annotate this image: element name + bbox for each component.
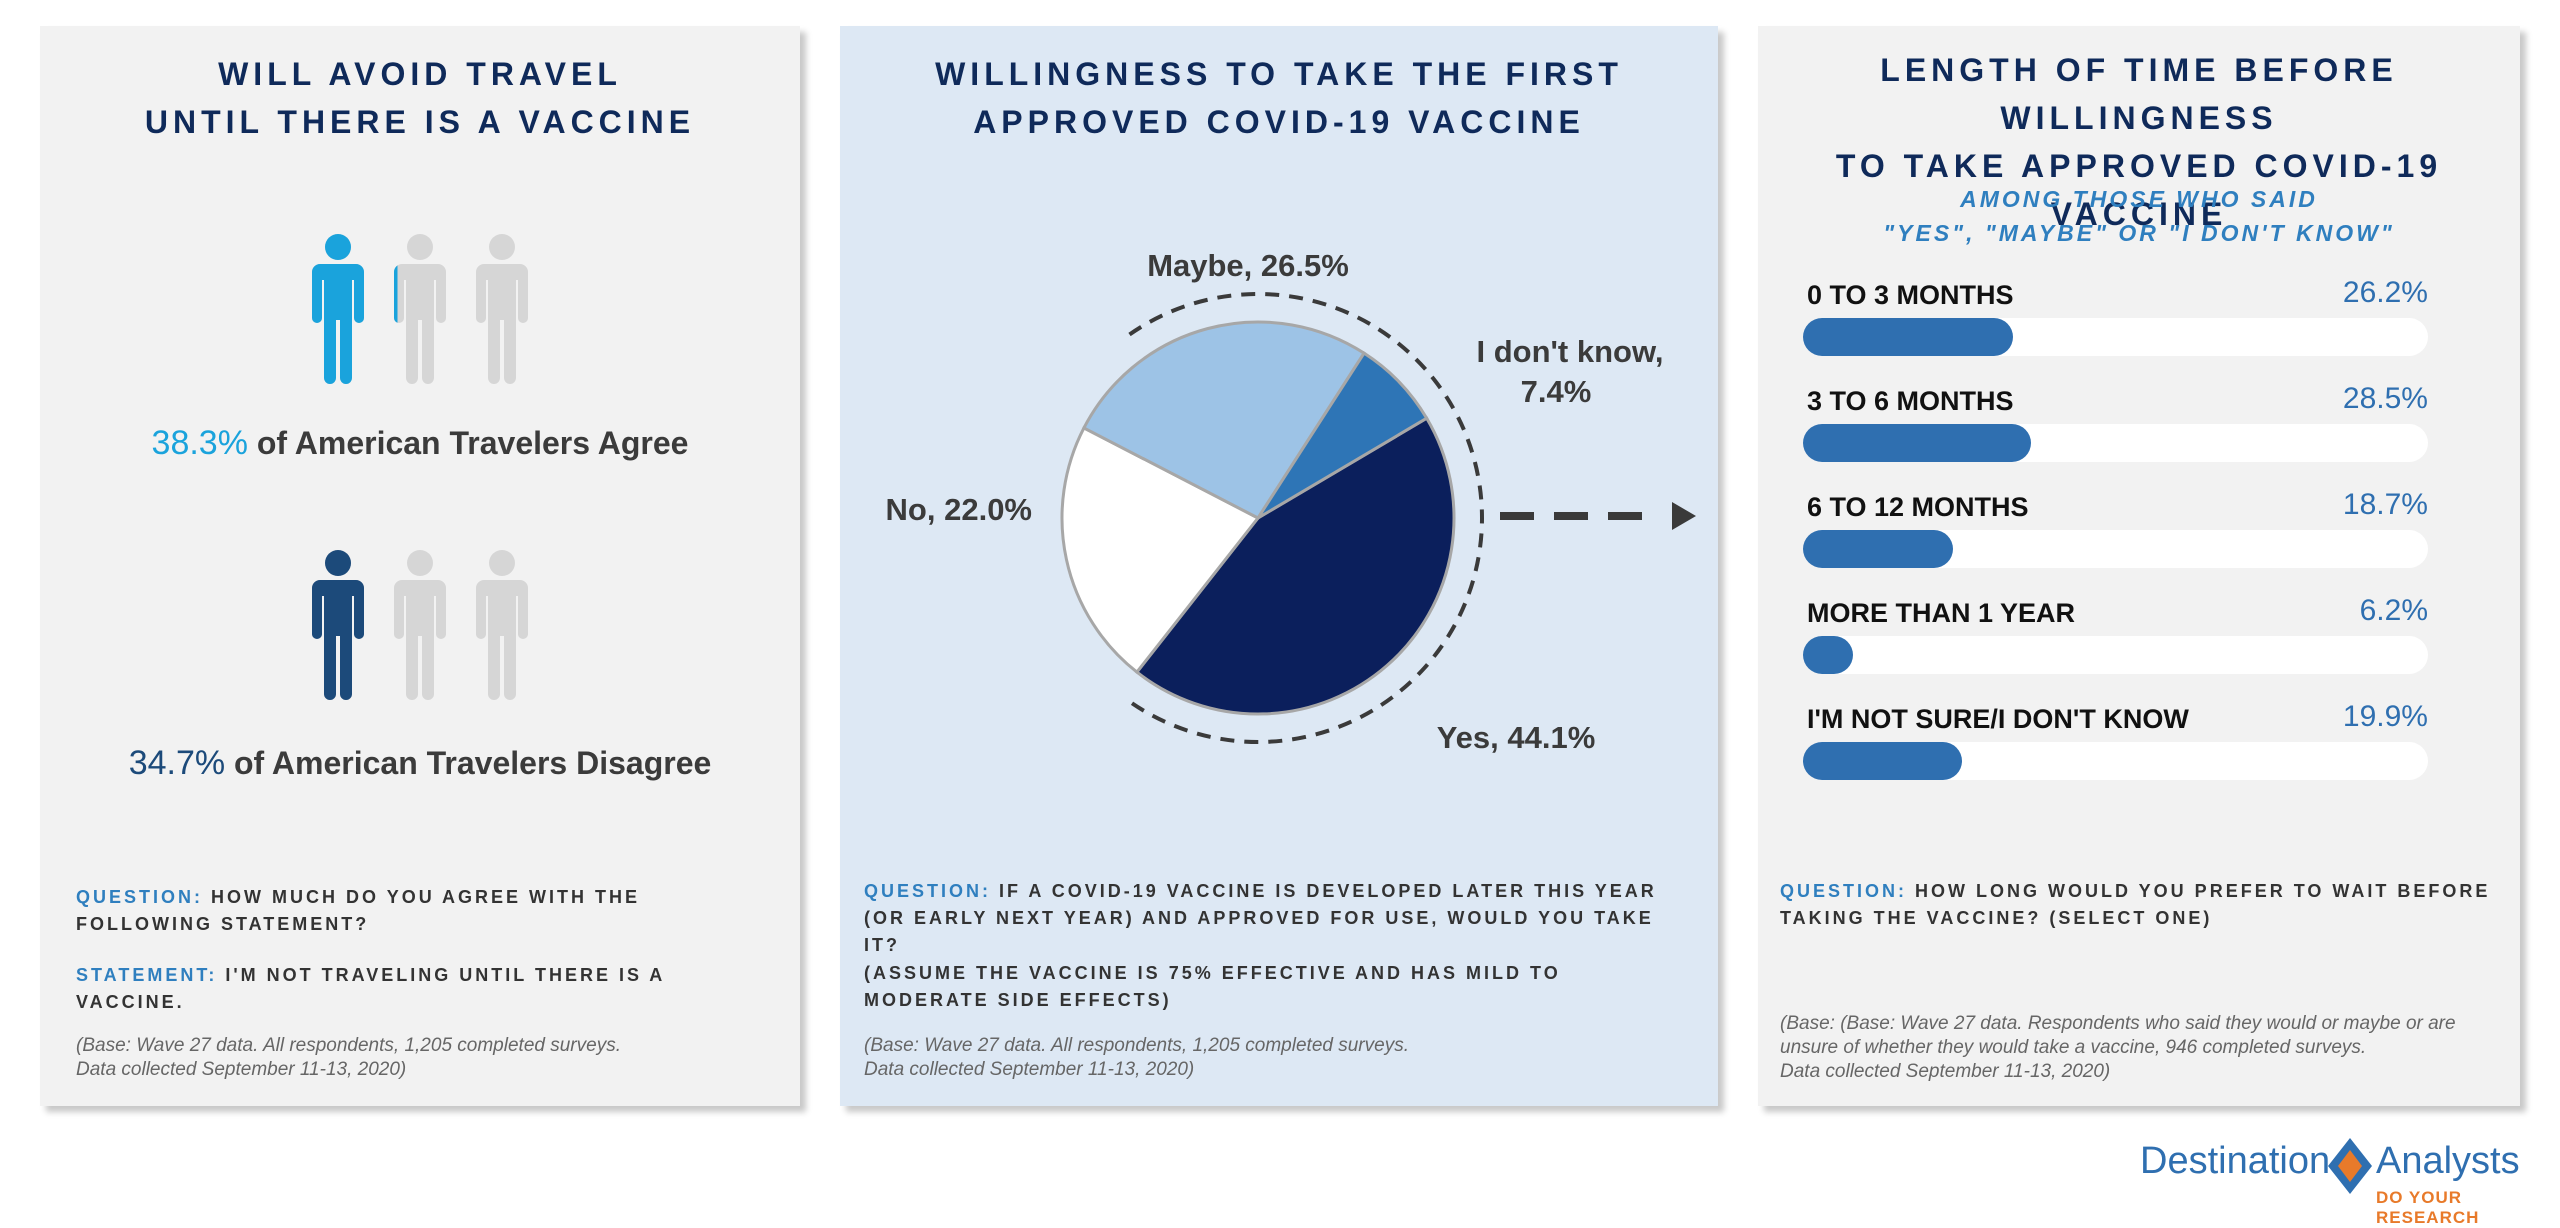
question-label: QUESTION: (864, 881, 992, 901)
panel-subtitle: AMONG THOSE WHO SAID "YES", "MAYBE" OR "… (1758, 182, 2520, 250)
logo-word: Analysts (2376, 1140, 2520, 1182)
title-line: WILL AVOID TRAVEL (218, 56, 622, 92)
subtitle-line: "YES", "MAYBE" OR "I DON'T KNOW" (1883, 220, 2395, 246)
assumption-text: (ASSUME THE VACCINE IS 75% EFFECTIVE AND… (864, 963, 1561, 1010)
travel-avoidance-panel: WILL AVOID TRAVEL UNTIL THERE IS A VACCI… (40, 26, 800, 1106)
bar-category-label: 6 TO 12 MONTHS (1807, 492, 2029, 522)
title-line: LENGTH OF TIME BEFORE WILLINGNESS (1880, 52, 2398, 136)
pie-slice-maybe (1081, 320, 1367, 520)
agree-people-graphic (40, 232, 800, 392)
agree-text: of American Travelers Agree (256, 425, 689, 461)
pie-slice-i-don-t-know (1256, 351, 1429, 520)
bar-category-label: 3 TO 6 MONTHS (1807, 386, 2014, 416)
disagree-people-graphic (40, 548, 800, 708)
arrow-head-icon (1672, 502, 1696, 530)
question-text: IF A COVID-19 VACCINE IS DEVELOPED LATER… (864, 881, 1657, 955)
bar-row: 3 TO 6 MONTHS 28.5% (1803, 382, 2428, 466)
bar-value-label: 28.5% (2342, 382, 2428, 415)
bar-track (1803, 424, 2428, 462)
person-icon (394, 550, 446, 700)
statement-text: I'M NOT TRAVELING UNTIL THERE IS A VACCI… (76, 965, 665, 1012)
bar-track (1803, 742, 2428, 780)
question-label: QUESTION: (76, 887, 204, 907)
base-line: Data collected September 11-13, 2020) (864, 1059, 1195, 1080)
bar-row: 6 TO 12 MONTHS 18.7% (1803, 488, 2428, 572)
person-icon (476, 550, 528, 700)
title-line: TO TAKE APPROVED COVID-19 VACCINE (1835, 148, 2443, 232)
bar-track (1803, 530, 2428, 568)
person-icon (312, 550, 364, 700)
question-text: HOW MUCH DO YOU AGREE WITH THE FOLLOWING… (76, 887, 641, 934)
bar-value-label: 18.7% (2342, 488, 2428, 521)
subtitle-line: AMONG THOSE WHO SAID (1960, 186, 2318, 212)
person-icon (394, 234, 446, 384)
vaccine-willingness-panel: WILLINGNESS TO TAKE THE FIRST APPROVED C… (840, 26, 1718, 1106)
base-note: (Base: Wave 27 data. All respondents, 1,… (76, 1034, 621, 1082)
diamond-logo-icon (2328, 1138, 2372, 1194)
pie-slice-yes (1134, 416, 1456, 716)
question-block: QUESTION: HOW MUCH DO YOU AGREE WITH THE… (76, 884, 766, 938)
logo-word: Destination (2140, 1140, 2331, 1182)
wait-time-panel: LENGTH OF TIME BEFORE WILLINGNESS TO TAK… (1758, 26, 2520, 1106)
logo-tagline: DO YOUR RESEARCH (2376, 1188, 2480, 1227)
bar-value-label: 26.2% (2342, 276, 2428, 309)
panel-title: WILLINGNESS TO TAKE THE FIRST APPROVED C… (840, 50, 1718, 146)
pie-slice-no (1060, 425, 1261, 675)
person-icon (476, 234, 528, 384)
pie-label-yes: Yes, 44.1% (1437, 720, 1596, 755)
bar-fill (1803, 530, 1953, 568)
bar-row: 0 TO 3 MONTHS 26.2% (1803, 276, 2428, 360)
question-block: QUESTION: IF A COVID-19 VACCINE IS DEVEL… (864, 878, 1694, 959)
base-line: Data collected September 11-13, 2020) (76, 1059, 407, 1080)
bar-value-label: 6.2% (2359, 594, 2428, 627)
base-note: (Base: Wave 27 data. All respondents, 1,… (864, 1034, 1409, 1082)
base-line: (Base: (Base: Wave 27 data. Respondents … (1780, 1013, 2456, 1034)
bar-track (1803, 318, 2428, 356)
bar-fill (1803, 742, 1963, 780)
disagree-stat: 34.7% of American Travelers Disagree (40, 744, 800, 783)
base-line: unsure of whether they would take a vacc… (1780, 1037, 2367, 1058)
bar-value-label: 19.9% (2342, 700, 2428, 733)
bar-row: I'M NOT SURE/I DON'T KNOW 19.9% (1803, 700, 2428, 784)
base-line: (Base: Wave 27 data. All respondents, 1,… (864, 1035, 1409, 1056)
vaccine-willingness-pie-chart: Maybe, 26.5% I don't know, 7.4% No, 22.0% Ye… (886, 248, 1696, 755)
bar-fill (1803, 636, 1853, 674)
base-note: (Base: (Base: Wave 27 data. Respondents … (1780, 1012, 2456, 1084)
destination-analysts-logo: Destination Analysts DO YOUR RESEARCH (2140, 1136, 2540, 1227)
statement-label: STATEMENT: (76, 965, 218, 985)
agree-stat: 38.3% of American Travelers Agree (40, 424, 800, 463)
bar-fill (1803, 424, 2031, 462)
bar-category-label: MORE THAN 1 YEAR (1807, 598, 2076, 628)
pie-label-dont-know: I don't know, (1476, 334, 1663, 369)
title-line: UNTIL THERE IS A VACCINE (144, 104, 696, 140)
base-line: (Base: Wave 27 data. All respondents, 1,… (76, 1035, 621, 1056)
title-line: APPROVED COVID-19 VACCINE (973, 104, 1585, 140)
person-icon (312, 234, 364, 384)
question-text: HOW LONG WOULD YOU PREFER TO WAIT BEFORE… (1780, 881, 2491, 928)
panel-title: WILL AVOID TRAVEL UNTIL THERE IS A VACCI… (40, 50, 800, 146)
bar-category-label: I'M NOT SURE/I DON'T KNOW (1807, 704, 2189, 734)
question-block: QUESTION: HOW LONG WOULD YOU PREFER TO W… (1780, 878, 2500, 932)
pie-label-maybe: Maybe, 26.5% (1147, 248, 1349, 283)
agree-percentage: 38.3% (151, 424, 248, 462)
disagree-percentage: 34.7% (128, 744, 226, 782)
base-line: Data collected September 11-13, 2020) (1780, 1061, 2111, 1082)
disagree-text: of American Travelers Disagree (234, 745, 712, 781)
pie-label-no: No, 22.0% (886, 492, 1032, 527)
bar-fill (1803, 318, 2013, 356)
pie-label-dont-know-value: 7.4% (1521, 374, 1592, 409)
assumption-note: (ASSUME THE VACCINE IS 75% EFFECTIVE AND… (864, 960, 1694, 1014)
bar-row: MORE THAN 1 YEAR 6.2% (1803, 594, 2428, 678)
panel-title: LENGTH OF TIME BEFORE WILLINGNESS TO TAK… (1758, 46, 2520, 238)
bar-category-label: 0 TO 3 MONTHS (1807, 280, 2014, 310)
title-line: WILLINGNESS TO TAKE THE FIRST (935, 56, 1623, 92)
bar-track (1803, 636, 2428, 674)
dashed-ring (1128, 292, 1484, 744)
question-label: QUESTION: (1780, 881, 1908, 901)
statement-block: STATEMENT: I'M NOT TRAVELING UNTIL THERE… (76, 962, 766, 1016)
